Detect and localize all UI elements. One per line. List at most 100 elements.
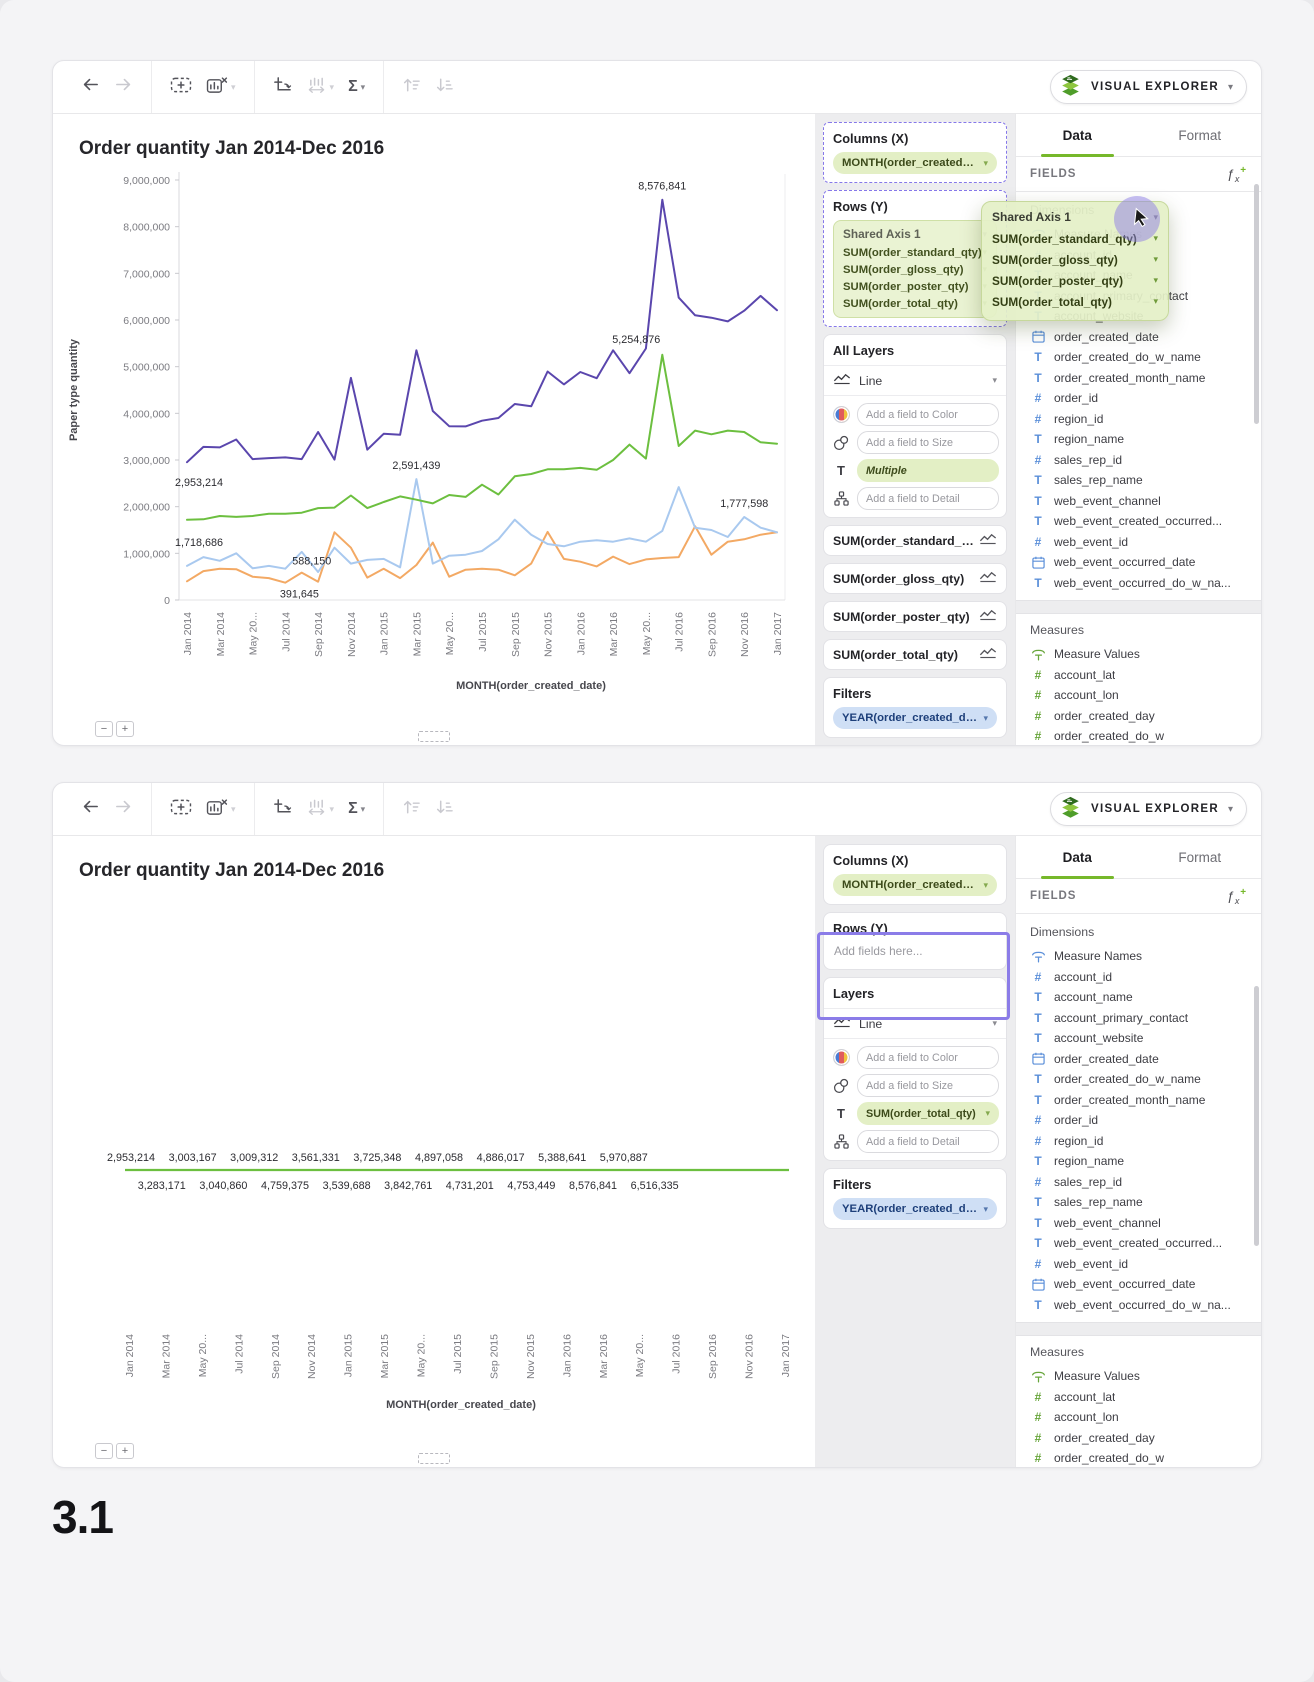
filter-field-pill[interactable]: YEAR(order_created_date) ▾ (833, 1198, 997, 1220)
remove-chart-button[interactable]: ▾ (201, 793, 241, 826)
detail-shelf-input[interactable]: Add a field to Detail (857, 487, 999, 510)
color-shelf-input[interactable]: Add a field to Color (857, 403, 999, 426)
aggregate-sigma-button[interactable]: Σ ▾ (343, 73, 370, 101)
layer-type-select[interactable]: Line ▾ (824, 1009, 1006, 1039)
dimension-item[interactable]: # region_id (1034, 1133, 1104, 1148)
size-shelf-input[interactable]: Add a field to Size (857, 1074, 999, 1097)
dimension-item[interactable]: web_event_occurred_date (1030, 552, 1261, 573)
columns-shelf[interactable]: Columns (X) MONTH(order_created_d... ▾ (823, 844, 1007, 905)
dimension-item[interactable]: # order_id (1034, 391, 1099, 406)
back-arrow-button[interactable] (76, 70, 105, 104)
dimension-item[interactable]: #account_id (1034, 969, 1113, 984)
sum-section-header[interactable]: SUM(order_poster_qty) (823, 601, 1007, 632)
zoom-out-button[interactable]: − (95, 1443, 113, 1459)
toolbar-group: ▾ Σ ▾ (253, 783, 384, 835)
visual-explorer-button[interactable]: VISUAL EXPLORER ▾ (1050, 792, 1247, 826)
measure-item[interactable]: # account_lat (1034, 1389, 1116, 1404)
filter-field-pill[interactable]: YEAR(order_created_date) ▾ (833, 707, 997, 729)
add-calculated-field-icon[interactable]: ƒx+ (1226, 164, 1247, 184)
dimension-item[interactable]: order_created_date (1030, 1049, 1261, 1070)
dimension-item[interactable]: # web_event_id (1034, 1256, 1129, 1271)
measure-item[interactable]: # account_lon (1034, 1410, 1119, 1425)
rows-shelf[interactable]: Rows (Y) Shared Axis 1 ▾ SUM(order_stand… (823, 190, 1007, 327)
dimension-item[interactable]: # sales_rep_id (1034, 1174, 1123, 1189)
color-shelf-input[interactable]: Add a field to Color (857, 1046, 999, 1069)
tab-format[interactable]: Format (1178, 127, 1222, 143)
column-field-pill[interactable]: MONTH(order_created_d... ▾ (833, 874, 997, 896)
dimension-item[interactable]: # sales_rep_id (1034, 452, 1123, 467)
columns-shelf[interactable]: Columns (X) MONTH(order_created_d... ▾ (823, 122, 1007, 183)
text-shelf-field[interactable]: SUM(order_total_qty) ▾ (857, 1102, 999, 1125)
size-icon (831, 1078, 851, 1094)
aggregate-sigma-button[interactable]: Σ ▾ (343, 795, 370, 823)
sum-section-header[interactable]: SUM(order_standard_q... (823, 525, 1007, 556)
chevron-down-icon: ▾ (983, 157, 988, 168)
swap-axes-button[interactable] (268, 792, 297, 826)
back-arrow-button[interactable] (76, 792, 105, 826)
dimension-item[interactable]: # region_id (1034, 411, 1104, 426)
text-shelf-field[interactable]: Multiple (857, 459, 999, 482)
zoom-out-button[interactable]: − (95, 721, 113, 737)
dimension-item[interactable]: # web_event_id (1034, 534, 1129, 549)
measure-item[interactable]: # order_created_do_w (1034, 1451, 1165, 1466)
swap-axes-button[interactable] (268, 70, 297, 104)
row-field-pill[interactable]: SUM(order_standard_qty)▾ (842, 244, 988, 261)
add-chart-button[interactable] (165, 71, 197, 104)
horizontal-scrollbar[interactable] (418, 1453, 450, 1464)
measure-item[interactable]: Measure Values (1030, 644, 1261, 665)
measure-item[interactable]: # order_created_do_w (1034, 729, 1165, 744)
dimension-item[interactable]: web_event_occurred_date (1030, 1274, 1261, 1295)
row-field-pill[interactable]: SUM(order_gloss_qty)▾ (842, 261, 988, 278)
horizontal-scrollbar[interactable] (418, 731, 450, 742)
measure-item[interactable]: # account_lat (1034, 667, 1116, 682)
measure-item[interactable]: # order_created_day (1034, 1430, 1155, 1445)
column-field-pill[interactable]: MONTH(order_created_d... ▾ (833, 152, 997, 174)
measure-item[interactable]: # account_lon (1034, 688, 1119, 703)
svg-text:May 20...: May 20... (641, 612, 653, 655)
zoom-in-button[interactable]: + (116, 721, 134, 737)
visual-explorer-button[interactable]: VISUAL EXPLORER ▾ (1050, 70, 1247, 104)
measure-item[interactable]: Measure Values (1030, 1366, 1261, 1387)
add-calculated-field-icon[interactable]: ƒx+ (1226, 886, 1247, 906)
rows-shelf[interactable]: Rows (Y) Add fields here... (823, 912, 1007, 970)
shelves-column: Columns (X) MONTH(order_created_d... ▾ Ro… (815, 114, 1015, 745)
shared-axis-group[interactable]: Shared Axis 1 ▾ SUM(order_standard_qty)▾… (833, 220, 997, 318)
row-field-pill[interactable]: SUM(order_total_qty)▾ (842, 295, 988, 312)
sum-section-header[interactable]: SUM(order_gloss_qty) (823, 563, 1007, 594)
row-field-pill[interactable]: SUM(order_poster_qty)▾ (842, 278, 988, 295)
sum-section-header[interactable]: SUM(order_total_qty) (823, 639, 1007, 670)
add-chart-button[interactable] (165, 793, 197, 826)
tab-data[interactable]: Data (1016, 114, 1139, 157)
vertical-scrollbar[interactable] (1254, 986, 1259, 1246)
visual-explorer-logo-icon (1059, 796, 1082, 823)
vertical-scrollbar[interactable] (1254, 184, 1259, 424)
size-shelf-input[interactable]: Add a field to Size (857, 431, 999, 454)
remove-chart-button[interactable]: ▾ (201, 71, 241, 104)
layer-type-select[interactable]: Line ▾ (824, 366, 1006, 396)
detail-shelf-input[interactable]: Add a field to Detail (857, 1130, 999, 1153)
tab-format[interactable]: Format (1178, 849, 1222, 865)
dimension-item[interactable]: # order_id (1034, 1113, 1099, 1128)
tab-data[interactable]: Data (1016, 836, 1139, 879)
zoom-in-button[interactable]: + (116, 1443, 134, 1459)
dimension-item[interactable]: order_created_date (1030, 327, 1261, 348)
dimension-item[interactable]: Measure Names (1030, 946, 1261, 967)
measure-item[interactable]: # order_created_day (1034, 708, 1155, 723)
